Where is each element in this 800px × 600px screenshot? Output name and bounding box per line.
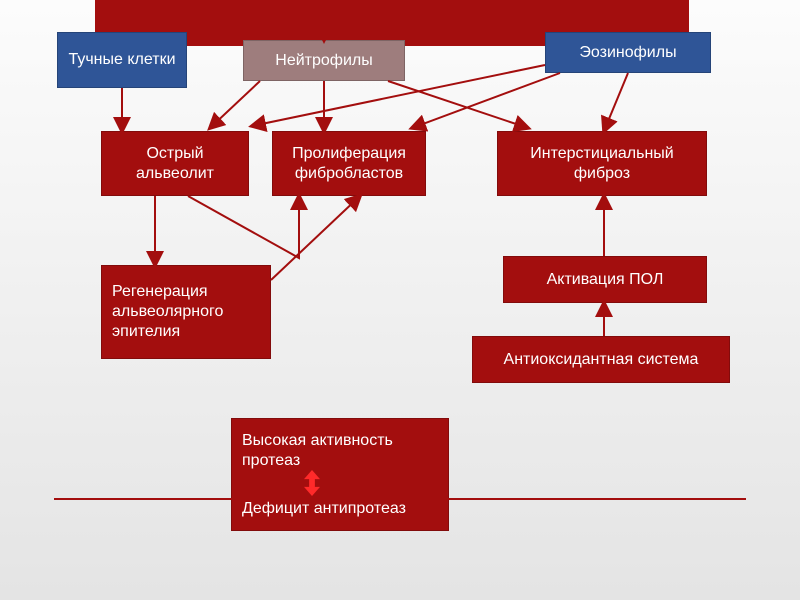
- arrow: [210, 81, 260, 128]
- node-pol: Активация ПОЛ: [503, 256, 707, 303]
- arrow: [271, 196, 360, 280]
- node-mast: Тучные клетки: [57, 32, 187, 88]
- node-label-bottom: Дефицит антипротеаз: [242, 499, 438, 519]
- double-arrow-icon: [304, 470, 320, 496]
- node-label: Нейтрофилы: [275, 51, 372, 71]
- node-regen: Регенерация альвеолярного эпителия: [101, 265, 271, 359]
- node-neutro: Нейтрофилы: [243, 40, 405, 81]
- arrow: [388, 81, 528, 128]
- node-label-top: Высокая активность протеаз: [242, 431, 438, 471]
- arrow: [604, 73, 628, 131]
- node-label: Эозинофилы: [579, 43, 676, 63]
- node-label: Интерстициальный фиброз: [508, 144, 696, 184]
- node-fibrosis: Интерстициальный фиброз: [497, 131, 707, 196]
- node-label: Острый альвеолит: [112, 144, 238, 184]
- node-protease: Высокая активность протеаз Дефицит антипр…: [231, 418, 449, 531]
- node-label: Антиоксидантная система: [504, 350, 699, 370]
- node-antiox: Антиоксидантная система: [472, 336, 730, 383]
- node-label: Пролиферация фибробластов: [283, 144, 415, 184]
- node-eosino: Эозинофилы: [545, 32, 711, 73]
- node-alveolitis: Острый альвеолит: [101, 131, 249, 196]
- arrow: [188, 196, 299, 258]
- node-label: Активация ПОЛ: [547, 270, 664, 290]
- node-label: Регенерация альвеолярного эпителия: [112, 282, 260, 342]
- node-fibroblast: Пролиферация фибробластов: [272, 131, 426, 196]
- arrow: [412, 73, 560, 128]
- node-label: Тучные клетки: [68, 50, 175, 70]
